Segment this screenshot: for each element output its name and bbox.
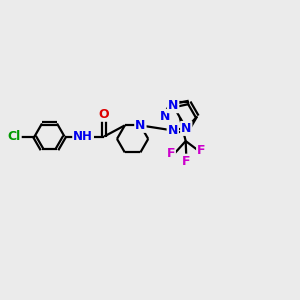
- Text: N: N: [168, 99, 178, 112]
- Text: F: F: [182, 155, 190, 168]
- Text: F: F: [167, 147, 175, 160]
- Text: N: N: [160, 110, 170, 123]
- Text: N: N: [168, 124, 178, 137]
- Text: F: F: [197, 144, 206, 157]
- Text: Cl: Cl: [8, 130, 21, 143]
- Text: NH: NH: [73, 130, 93, 143]
- Text: N: N: [181, 122, 191, 135]
- Text: N: N: [135, 119, 146, 132]
- Text: O: O: [99, 108, 110, 121]
